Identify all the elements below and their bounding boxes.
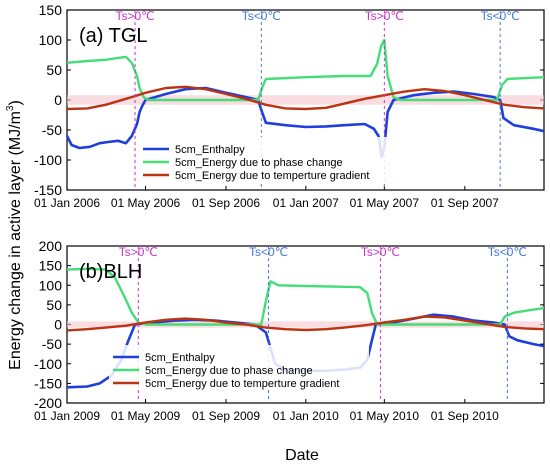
panel-a: -150 -100 -50 0 50 100 150 01 Jan 2006 01 May 20… [34,2,545,210]
annotation-label: Ts>0℃ [361,245,400,259]
legend-label: 5cm_Enthalpy [145,352,215,364]
annotation-label: Ts>0℃ [365,9,404,23]
x-axis-label: Date [285,447,319,464]
x-tick-label: 01 Jan 2010 [273,409,339,423]
y-tick-label: 100 [39,277,63,293]
y-tick-label: 0 [54,317,62,333]
legend-label: 5cm_Energy due to phase change [145,365,313,377]
x-tick-label: 01 Sep 2007 [431,196,499,210]
x-tick-label: 01 May 2007 [350,196,420,210]
legend-label: 5cm_Energy due to phase change [175,157,343,169]
series-line-1 [65,86,545,159]
y-tick-label: -50 [42,122,62,138]
zero-band [67,321,544,328]
zero-band [67,95,544,105]
x-tick-label: 01 May 2006 [111,196,181,210]
legend-label: 5cm_Energy due to temperture gradient [145,378,339,390]
x-tick-label: 01 Sep 2009 [192,409,260,423]
y-tick-label: 150 [39,258,63,274]
x-tick-label: 01 May 2009 [111,409,181,423]
annotation-label: Ts>0℃ [119,245,158,259]
annotation-label: Ts>0℃ [115,9,154,23]
y-tick-label: 200 [39,238,63,254]
x-tick-label: 01 Sep 2010 [431,409,499,423]
y-tick-label: -150 [34,375,62,391]
series-line-3 [66,315,545,332]
panel-label: (b)BLH [79,261,142,283]
annotation-label: Ts<0℃ [481,9,520,23]
y-tick-label: 100 [39,32,63,48]
y-tick-label: -50 [42,336,62,352]
y-axis-label: Energy change in active layer (MJ/m3) [5,100,24,370]
x-tick-label: 01 Jan 2009 [34,409,100,423]
y-tick-label: 50 [46,297,62,313]
panel-label: (a) TGL [79,25,148,47]
legend-background [139,137,387,181]
annotation-label: Ts<0℃ [242,9,281,23]
x-tick-label: 01 Sep 2006 [192,196,260,210]
y-tick-label: -200 [34,395,62,411]
series-line-2 [66,38,545,102]
annotation-label: Ts<0℃ [488,245,527,259]
y-tick-label: -100 [34,356,62,372]
annotation-label: Ts<0℃ [249,245,288,259]
x-tick-label: 01 Jan 2006 [34,196,100,210]
y-tick-label: -150 [34,182,62,198]
panel-b: -200 -150 -100 -50 0 50 100 150 200 01 Jan 2009 01… [34,238,545,423]
x-tick-label: 01 Jan 2007 [273,196,339,210]
y-tick-label: 50 [46,62,62,78]
legend-background [109,345,369,389]
y-tick-label: 0 [54,92,62,108]
legend-label: 5cm_Enthalpy [175,144,245,156]
legend-label: 5cm_Energy due to temperture gradient [175,170,369,182]
y-tick-label: -100 [34,152,62,168]
series-line-3 [66,85,545,111]
x-tick-label: 01 May 2010 [350,409,420,423]
y-tick-label: 150 [39,2,63,18]
series-line-2 [66,267,545,326]
